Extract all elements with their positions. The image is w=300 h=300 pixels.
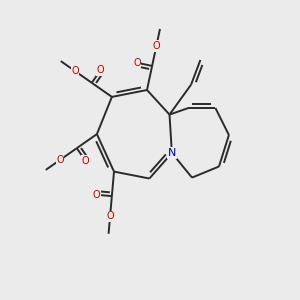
Text: O: O bbox=[133, 58, 141, 68]
Text: O: O bbox=[152, 41, 160, 51]
Text: N: N bbox=[168, 148, 176, 158]
Text: O: O bbox=[71, 66, 79, 76]
Text: O: O bbox=[97, 65, 104, 75]
Text: O: O bbox=[82, 156, 89, 166]
Text: O: O bbox=[106, 212, 114, 221]
Text: O: O bbox=[56, 155, 64, 165]
Text: O: O bbox=[92, 190, 100, 200]
